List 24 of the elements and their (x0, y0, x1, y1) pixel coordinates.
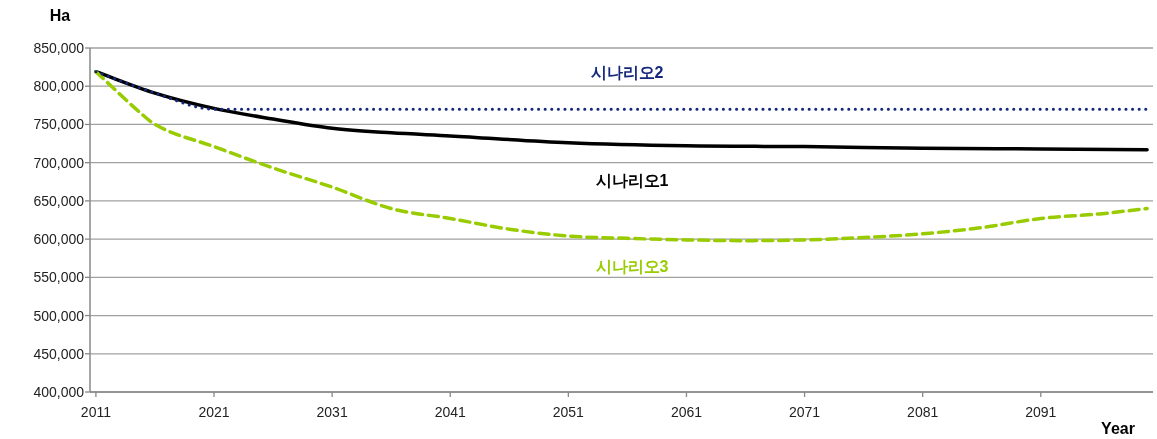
x-tick-label: 2031 (316, 404, 348, 420)
x-tick-label: 2011 (80, 404, 112, 420)
x-tick-label: 2021 (198, 404, 230, 420)
y-axis-title: Ha (49, 7, 71, 24)
y-tick-label: 800,000 (33, 78, 85, 95)
x-tick-label: 2081 (907, 404, 939, 420)
x-tick-label: 2091 (1025, 404, 1057, 420)
y-tick-label: 850,000 (33, 40, 85, 56)
y-tick-label: 600,000 (33, 231, 85, 248)
series-label: 시나리오3 (595, 258, 669, 275)
y-tick-label: 550,000 (33, 269, 85, 286)
y-tick-label: 450,000 (33, 345, 85, 362)
x-tick-label: 2051 (552, 404, 585, 420)
x-tick-label: 2041 (434, 404, 467, 420)
y-tick-label: 400,000 (33, 384, 85, 400)
x-tick-label: 2061 (670, 404, 703, 420)
series-label: 시나리오1 (595, 172, 669, 189)
y-tick-label: 650,000 (33, 192, 85, 209)
y-tick-label: 700,000 (33, 154, 85, 171)
y-tick-label: 500,000 (33, 307, 85, 324)
series-label: 시나리오2 (590, 64, 664, 81)
x-axis-title: Year (1101, 420, 1135, 437)
y-tick-label: 750,000 (33, 116, 85, 133)
x-tick-label: 2071 (788, 404, 821, 420)
